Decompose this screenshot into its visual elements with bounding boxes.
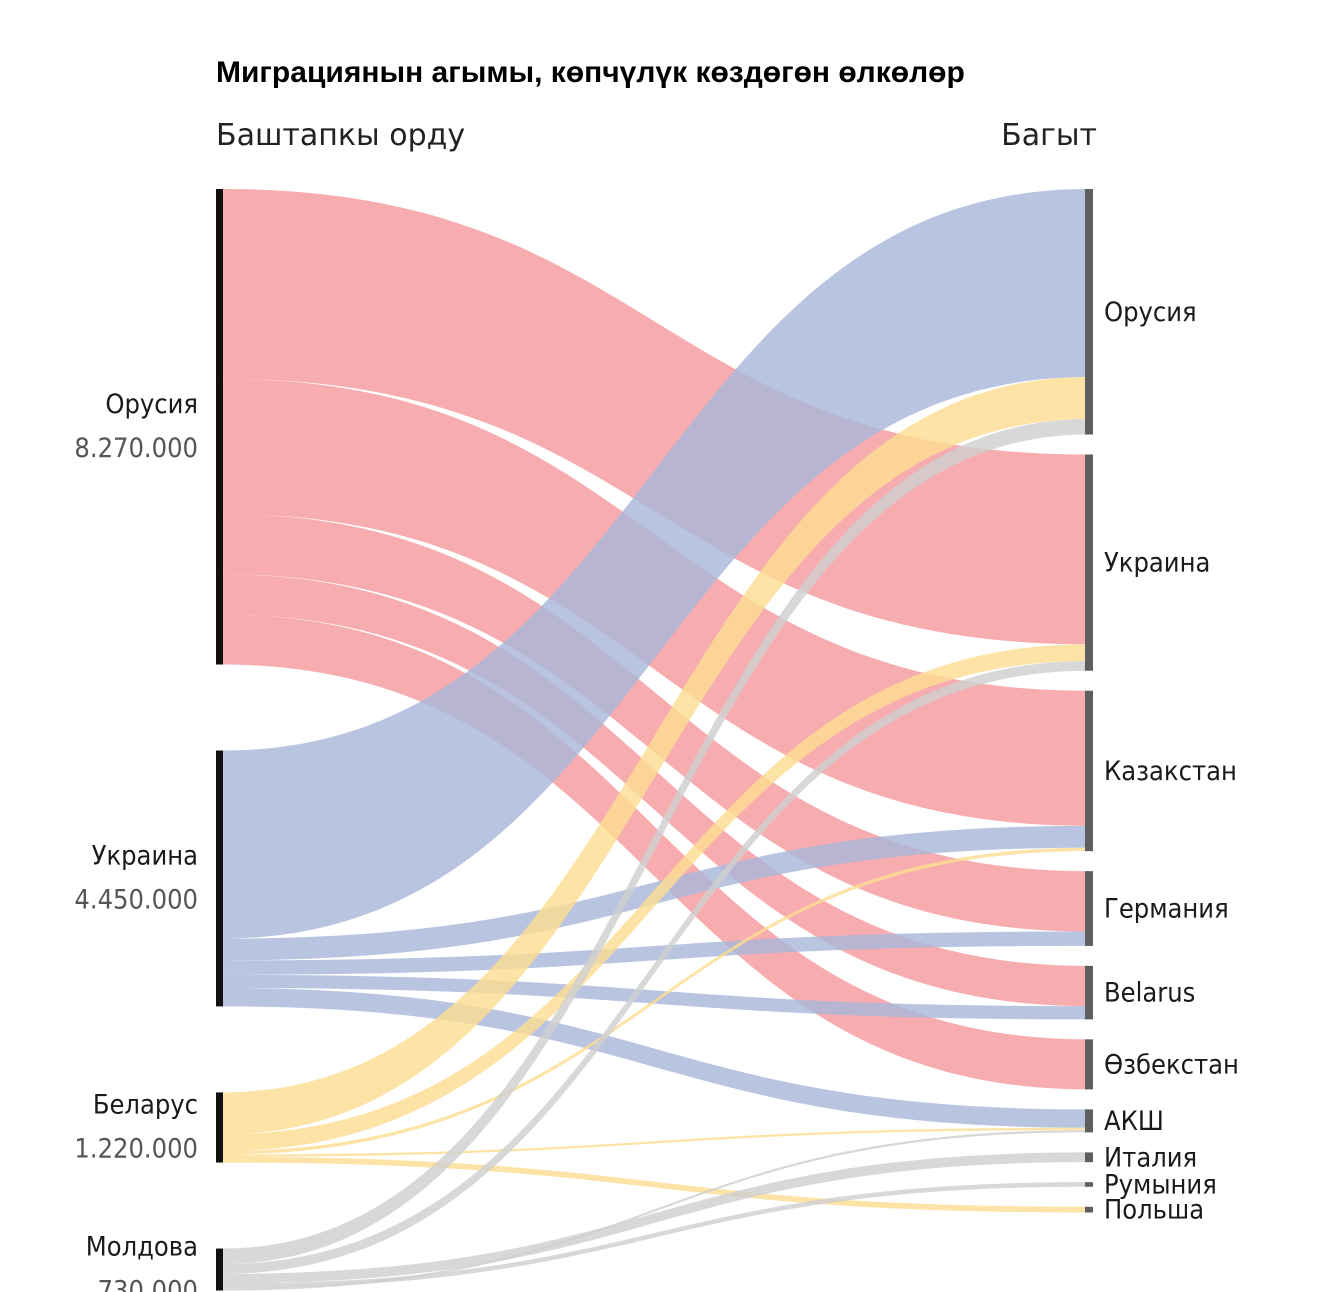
- source-node-value: 4.450.000: [74, 884, 198, 915]
- destination-node-name: Украина: [1104, 548, 1210, 579]
- flow-беларус-to-казакстан: [222, 847, 1088, 1155]
- destination-node-name: АКШ: [1104, 1106, 1164, 1137]
- source-column-heading: Баштапкы орду: [216, 118, 466, 153]
- destination-node-name: Казакстан: [1104, 756, 1237, 787]
- flows-layer: [222, 189, 1088, 1291]
- destination-node-name: Орусия: [1104, 297, 1197, 328]
- source-node-bar-0: [216, 189, 223, 665]
- flow-молдова-to-италия: [222, 1152, 1088, 1284]
- flow-украина-to-германия: [222, 931, 1088, 975]
- flow-беларус-to-акш: [222, 1127, 1088, 1157]
- source-node-name: Украина: [92, 840, 198, 871]
- destination-node-bar-3: [1085, 871, 1093, 946]
- flow-молдова-to-акш: [222, 1130, 1088, 1291]
- destination-node-bar-2: [1085, 690, 1093, 852]
- destination-node-bar-5: [1085, 1039, 1093, 1090]
- flow-беларус-to-украина: [222, 644, 1088, 1152]
- source-node-value: 8.270.000: [74, 433, 198, 464]
- source-node-bar-2: [216, 1092, 223, 1163]
- source-node-name: Молдова: [86, 1232, 198, 1263]
- flow-орусия-to-belarus: [222, 574, 1088, 1007]
- flow-орусия-to-германия: [222, 513, 1088, 932]
- flow-беларус-to-орусия: [222, 377, 1088, 1135]
- flow-украина-to-орусия: [222, 189, 1088, 939]
- destination-column-heading: Багыт: [1001, 118, 1097, 153]
- flow-молдова-to-румыния: [222, 1182, 1088, 1289]
- flow-украина-to-акш: [222, 988, 1088, 1128]
- destination-node-name: Польша: [1104, 1195, 1204, 1226]
- chart-title: Миграциянын агымы, көпчүлүк көздөгөн өлк…: [216, 56, 965, 89]
- destination-node-bar-1: [1085, 454, 1093, 671]
- source-node-name: Беларус: [93, 1089, 198, 1120]
- destination-node-name: Италия: [1104, 1142, 1197, 1173]
- destination-node-bar-6: [1085, 1109, 1093, 1133]
- flow-молдова-to-орусия: [222, 419, 1088, 1265]
- nodes-layer: [216, 189, 1093, 1291]
- source-node-name: Орусия: [105, 389, 198, 420]
- source-node-value: 730.000: [98, 1276, 198, 1292]
- labels-layer: Орусия 8.270.000 Украина 4.450.000 Беларус 1.…: [74, 297, 1239, 1292]
- flow-беларус-to-польша: [222, 1156, 1088, 1213]
- destination-node-bar-0: [1085, 189, 1093, 435]
- destination-node-bar-7: [1085, 1152, 1093, 1163]
- destination-node-name: Германия: [1104, 894, 1229, 925]
- source-node-bar-3: [216, 1248, 223, 1291]
- flow-украина-to-belarus: [222, 974, 1088, 1020]
- source-node-bar-1: [216, 750, 223, 1007]
- destination-node-bar-9: [1085, 1206, 1093, 1213]
- destination-node-name: Belarus: [1104, 978, 1195, 1009]
- destination-node-name: Румыния: [1104, 1169, 1217, 1200]
- flow-орусия-to-украина: [222, 189, 1088, 645]
- destination-node-bar-4: [1085, 965, 1093, 1020]
- destination-node-bar-8: [1085, 1182, 1093, 1187]
- flow-молдова-to-украина: [222, 660, 1088, 1274]
- destination-node-name: Өзбекстан: [1104, 1049, 1239, 1080]
- source-node-value: 1.220.000: [74, 1133, 198, 1164]
- flow-орусия-to-өзбекстан: [222, 614, 1088, 1090]
